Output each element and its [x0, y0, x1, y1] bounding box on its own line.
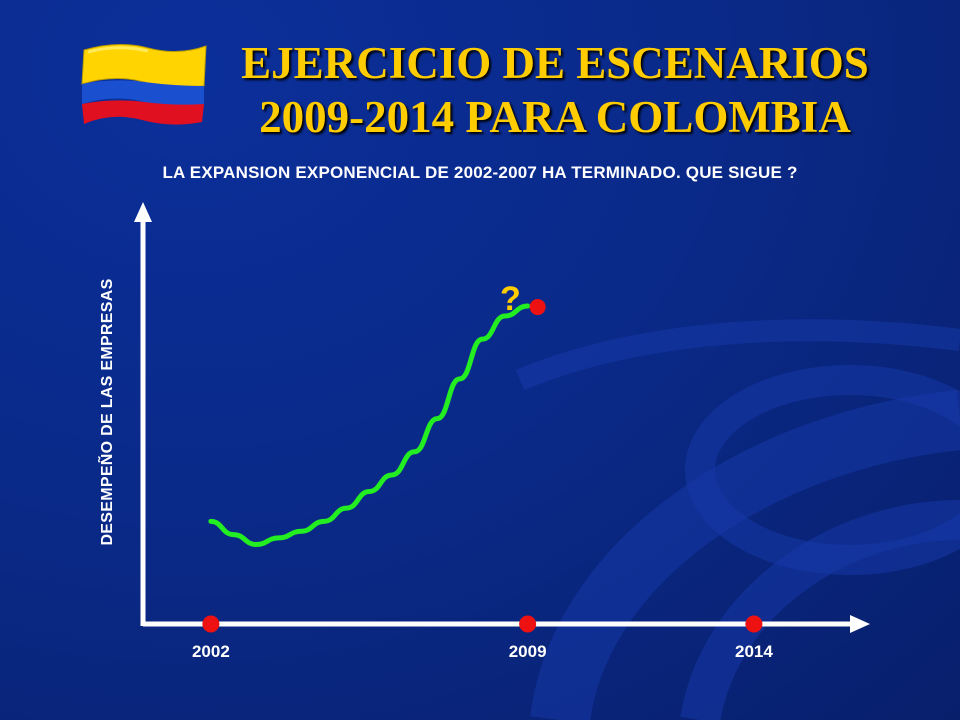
x-tick-label-2002: 2002 [191, 642, 230, 661]
year-marker-2002 [202, 615, 220, 633]
page-title: EJERCICIO DE ESCENARIOS 2009-2014 PARA C… [190, 36, 920, 144]
year-marker-2009 [519, 615, 537, 633]
curve-end-marker [529, 299, 546, 316]
question-mark-label: ? [500, 280, 521, 318]
performance-curve [208, 303, 531, 548]
colombia-flag-icon [81, 43, 207, 125]
x-axis-arrow [850, 615, 870, 633]
x-tick-label-2009: 2009 [508, 642, 547, 661]
title-line-1: EJERCICIO DE ESCENARIOS [241, 38, 869, 88]
y-axis-arrow [134, 202, 152, 222]
x-tick-label-2014: 2014 [734, 642, 773, 661]
subtitle: LA EXPANSION EXPONENCIAL DE 2002-2007 HA… [162, 163, 798, 182]
year-marker-2014 [745, 615, 763, 633]
title-line-2: 2009-2014 PARA COLOMBIA [259, 92, 851, 142]
